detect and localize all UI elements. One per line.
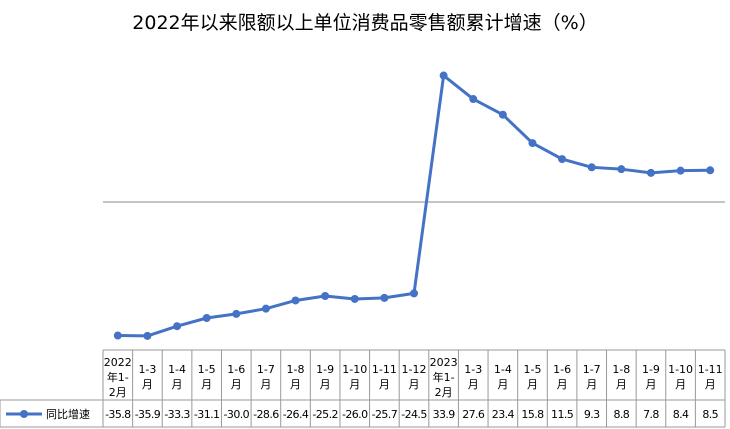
data-point (676, 166, 685, 175)
category-label: 1-8 月 (612, 363, 630, 391)
value-label: -26.0 (342, 408, 368, 421)
data-point (706, 166, 715, 175)
value-label: 8.8 (613, 408, 629, 421)
data-point (617, 165, 626, 174)
category-label: 1-10 月 (668, 363, 693, 391)
category-label: 1-3 月 (138, 363, 156, 391)
data-point (498, 110, 507, 119)
category-label: 1-6 月 (227, 363, 245, 391)
category-label: 1-9 月 (316, 363, 334, 391)
category-label: 1-7 月 (257, 363, 275, 391)
value-label: 7.8 (643, 408, 659, 421)
value-label: 33.9 (433, 408, 456, 421)
value-label: -24.5 (401, 408, 427, 421)
data-point (439, 71, 448, 80)
value-label: -26.4 (283, 408, 309, 421)
category-label: 1-8 月 (287, 363, 305, 391)
category-label: 1-4 月 (494, 363, 512, 391)
legend-marker (20, 410, 28, 418)
value-label: -31.1 (194, 408, 219, 421)
data-point (113, 331, 122, 340)
chart-title: 2022年以来限额以上单位消费品零售额累计增速（%） (132, 12, 598, 34)
value-label: 9.3 (584, 408, 600, 421)
category-label: 1-5 月 (198, 363, 216, 391)
value-label: 8.5 (702, 408, 718, 421)
value-label: 8.4 (673, 408, 689, 421)
data-point (587, 163, 596, 172)
category-label: 1-6 月 (553, 363, 571, 391)
data-point (380, 293, 389, 302)
value-label: -30.0 (224, 408, 250, 421)
value-label: -33.3 (164, 408, 190, 421)
data-point (291, 296, 300, 305)
data-point (410, 289, 418, 298)
category-label: 2023 年1-2月 (430, 356, 458, 399)
data-point (350, 294, 359, 303)
data-point (173, 322, 182, 331)
value-label: -35.9 (135, 408, 161, 421)
category-label: 1-10 月 (342, 363, 367, 391)
value-label: 27.6 (462, 408, 485, 421)
category-label: 2022 年1-2月 (104, 356, 132, 399)
data-point (528, 139, 537, 148)
value-label: 23.4 (492, 408, 515, 421)
data-point (558, 155, 567, 164)
data-point (143, 331, 152, 340)
category-label: 1-11 月 (698, 363, 723, 391)
data-point (321, 291, 330, 300)
value-label: 11.5 (551, 408, 574, 421)
category-label: 1-12 月 (402, 363, 427, 391)
value-label: -35.8 (105, 408, 131, 421)
category-label: 1-9 月 (642, 363, 660, 391)
legend-label: 同比增速 (46, 407, 90, 421)
value-label: 15.8 (521, 408, 544, 421)
data-point (261, 304, 270, 313)
data-point (646, 168, 655, 177)
data-point (232, 309, 241, 318)
value-label: -25.7 (372, 408, 398, 421)
category-label: 1-5 月 (523, 363, 541, 391)
category-label: 1-11 月 (372, 363, 397, 391)
data-point (202, 314, 211, 323)
value-label: -28.6 (253, 408, 279, 421)
data-point (469, 95, 478, 104)
category-label: 1-3 月 (464, 363, 482, 391)
category-label: 1-7 月 (583, 363, 601, 391)
category-label: 1-4 月 (168, 363, 186, 391)
value-label: -25.2 (312, 408, 337, 421)
